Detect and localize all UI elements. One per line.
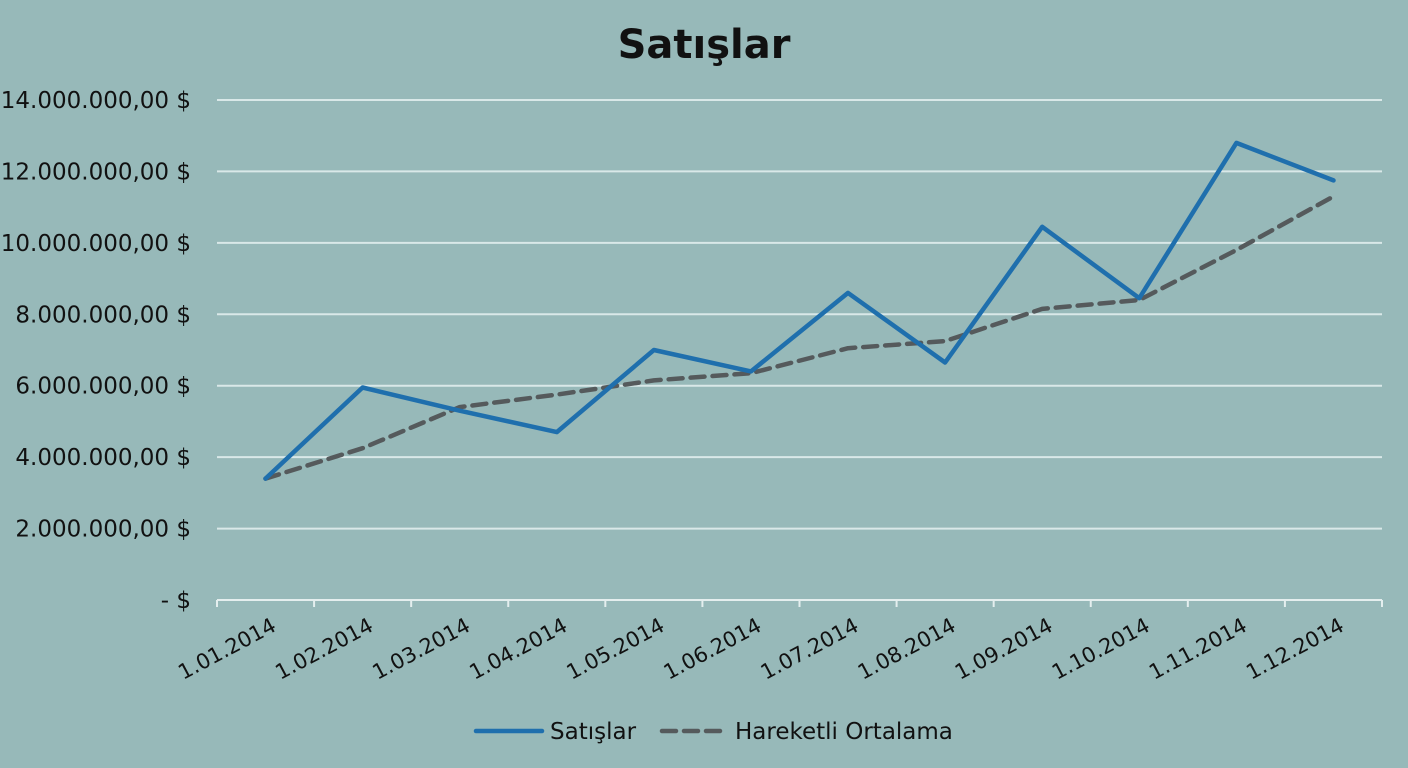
chart-title: Satışlar xyxy=(618,22,791,68)
series-line-hareketli-ortalama xyxy=(263,194,1336,481)
x-tick-label: 1.10.2014 xyxy=(1048,613,1154,684)
x-tick-label: 1.07.2014 xyxy=(757,613,863,684)
y-tick-label: 6.000.000,00 $ xyxy=(15,374,191,400)
data-point xyxy=(555,430,559,434)
y-tick-label: 8.000.000,00 $ xyxy=(15,302,191,328)
x-tick-label: 1.12.2014 xyxy=(1242,613,1348,684)
series-line-satislar xyxy=(263,140,1336,481)
legend-label: Satışlar xyxy=(550,719,637,745)
data-point xyxy=(1040,225,1044,229)
data-point xyxy=(264,477,268,481)
x-tick-label: 1.02.2014 xyxy=(271,613,377,684)
y-tick-label: 10.000.000,00 $ xyxy=(1,231,191,257)
data-point xyxy=(846,291,850,295)
y-tick-label: 12.000.000,00 $ xyxy=(1,159,191,185)
data-point xyxy=(1234,141,1238,145)
data-point xyxy=(652,348,656,352)
y-tick-label: 4.000.000,00 $ xyxy=(15,445,191,471)
data-point xyxy=(1331,194,1335,198)
x-tick-label: 1.09.2014 xyxy=(951,613,1057,684)
data-point xyxy=(652,378,656,382)
series-lines xyxy=(263,140,1336,481)
grid-lines xyxy=(217,99,1382,530)
x-tick-label: 1.05.2014 xyxy=(563,613,669,684)
data-point xyxy=(1234,248,1238,252)
data-point xyxy=(943,361,947,365)
data-point xyxy=(1331,178,1335,182)
legend-label: Hareketli Ortalama xyxy=(735,719,953,745)
data-point xyxy=(1040,307,1044,311)
data-point xyxy=(361,386,365,390)
data-point xyxy=(458,409,462,413)
data-point xyxy=(1137,296,1141,300)
legend: Satışlar Hareketli Ortalama xyxy=(473,719,953,745)
x-tick-label: 1.03.2014 xyxy=(368,613,474,684)
x-tick-label: 1.08.2014 xyxy=(854,613,960,684)
x-tick-label: 1.06.2014 xyxy=(660,613,766,684)
data-point xyxy=(555,393,559,397)
y-tick-label: 2.000.000,00 $ xyxy=(15,517,191,543)
x-tick-label: 1.04.2014 xyxy=(465,613,571,684)
data-point xyxy=(846,346,850,350)
data-point xyxy=(361,446,365,450)
x-axis xyxy=(216,599,1383,607)
y-axis-tick-labels: - $ 2.000.000,00 $ 4.000.000,00 $ 6.000.000… xyxy=(1,88,191,614)
x-axis-tick-labels: 1.01.20141.02.20141.03.20141.04.20141.05… xyxy=(174,613,1348,684)
data-point xyxy=(943,339,947,343)
x-tick-label: 1.11.2014 xyxy=(1145,613,1251,684)
x-tick-label: 1.01.2014 xyxy=(174,613,280,684)
y-tick-label: - $ xyxy=(161,588,191,614)
y-tick-label: 14.000.000,00 $ xyxy=(1,88,191,114)
data-point xyxy=(749,369,753,373)
